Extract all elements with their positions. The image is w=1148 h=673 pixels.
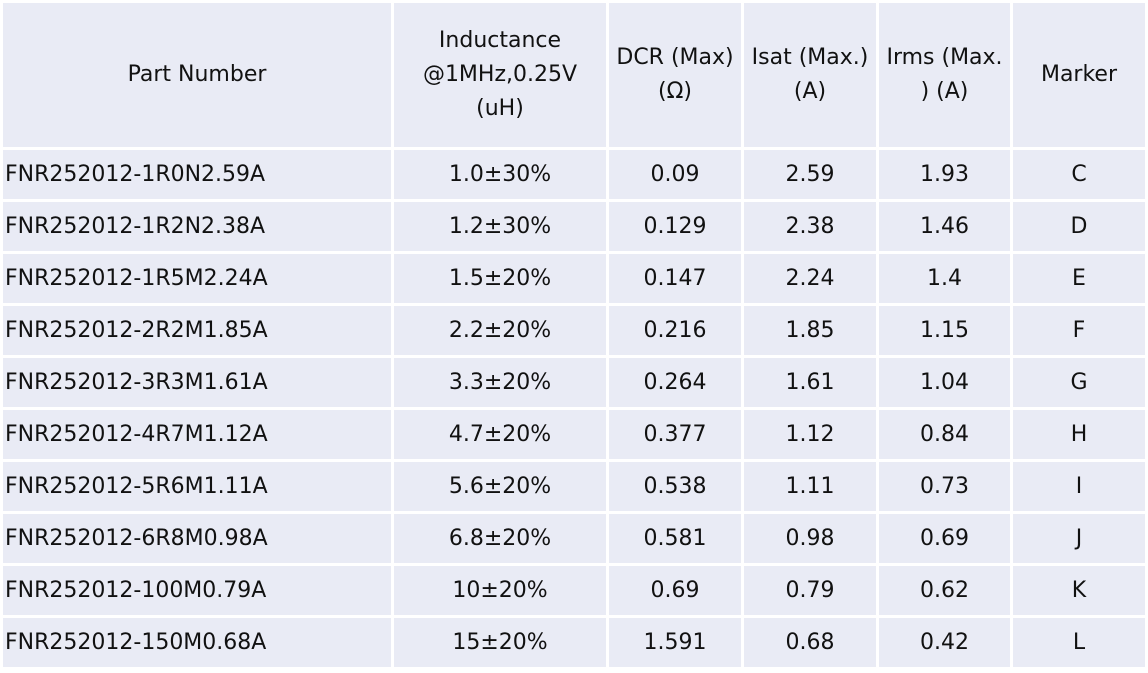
- table-row: FNR252012-3R3M1.61A 3.3±20% 0.264 1.61 1.04 G: [3, 358, 1145, 407]
- table-row: FNR252012-5R6M1.11A 5.6±20% 0.538 1.11 0.73 I: [3, 462, 1145, 511]
- table-row: FNR252012-1R0N2.59A 1.0±30% 0.09 2.59 1.93 C: [3, 150, 1145, 199]
- cell-marker: J: [1013, 514, 1145, 563]
- cell-isat: 1.12: [744, 410, 876, 459]
- cell-part-number: FNR252012-1R2N2.38A: [3, 202, 391, 251]
- cell-marker: E: [1013, 254, 1145, 303]
- cell-part-number: FNR252012-150M0.68A: [3, 618, 391, 667]
- cell-irms: 1.4: [879, 254, 1010, 303]
- cell-irms: 0.42: [879, 618, 1010, 667]
- cell-irms: 1.15: [879, 306, 1010, 355]
- cell-marker: I: [1013, 462, 1145, 511]
- header-isat: Isat (Max.) (A): [744, 3, 876, 147]
- cell-inductance: 4.7±20%: [394, 410, 606, 459]
- cell-inductance: 1.0±30%: [394, 150, 606, 199]
- cell-isat: 1.11: [744, 462, 876, 511]
- cell-irms: 1.46: [879, 202, 1010, 251]
- cell-irms: 0.62: [879, 566, 1010, 615]
- cell-dcr: 0.216: [609, 306, 741, 355]
- table-row: FNR252012-1R5M2.24A 1.5±20% 0.147 2.24 1.4 E: [3, 254, 1145, 303]
- cell-dcr: 0.377: [609, 410, 741, 459]
- cell-marker: F: [1013, 306, 1145, 355]
- table-row: FNR252012-2R2M1.85A 2.2±20% 0.216 1.85 1.15 F: [3, 306, 1145, 355]
- table-header: Part Number Inductance @1MHz,0.25V (uH) DC…: [3, 3, 1145, 147]
- cell-marker: K: [1013, 566, 1145, 615]
- header-part-number: Part Number: [3, 3, 391, 147]
- header-irms: Irms (Max.) (A): [879, 3, 1010, 147]
- cell-isat: 2.38: [744, 202, 876, 251]
- cell-isat: 2.59: [744, 150, 876, 199]
- cell-isat: 0.79: [744, 566, 876, 615]
- cell-inductance: 3.3±20%: [394, 358, 606, 407]
- cell-isat: 1.85: [744, 306, 876, 355]
- cell-part-number: FNR252012-1R5M2.24A: [3, 254, 391, 303]
- cell-inductance: 5.6±20%: [394, 462, 606, 511]
- cell-isat: 0.98: [744, 514, 876, 563]
- table-row: FNR252012-1R2N2.38A 1.2±30% 0.129 2.38 1.46 D: [3, 202, 1145, 251]
- cell-dcr: 0.264: [609, 358, 741, 407]
- cell-dcr: 0.69: [609, 566, 741, 615]
- cell-part-number: FNR252012-5R6M1.11A: [3, 462, 391, 511]
- cell-isat: 0.68: [744, 618, 876, 667]
- cell-dcr: 0.129: [609, 202, 741, 251]
- table-row: FNR252012-100M0.79A 10±20% 0.69 0.79 0.62 K: [3, 566, 1145, 615]
- cell-inductance: 2.2±20%: [394, 306, 606, 355]
- cell-part-number: FNR252012-4R7M1.12A: [3, 410, 391, 459]
- cell-marker: H: [1013, 410, 1145, 459]
- cell-irms: 1.93: [879, 150, 1010, 199]
- cell-inductance: 1.2±30%: [394, 202, 606, 251]
- cell-irms: 0.73: [879, 462, 1010, 511]
- table-body: FNR252012-1R0N2.59A 1.0±30% 0.09 2.59 1.93 C F…: [3, 150, 1145, 667]
- cell-irms: 0.69: [879, 514, 1010, 563]
- header-dcr: DCR (Max) (Ω): [609, 3, 741, 147]
- header-marker: Marker: [1013, 3, 1145, 147]
- table-row: FNR252012-150M0.68A 15±20% 1.591 0.68 0.42 L: [3, 618, 1145, 667]
- cell-part-number: FNR252012-2R2M1.85A: [3, 306, 391, 355]
- cell-part-number: FNR252012-6R8M0.98A: [3, 514, 391, 563]
- cell-dcr: 0.147: [609, 254, 741, 303]
- cell-inductance: 1.5±20%: [394, 254, 606, 303]
- cell-inductance: 10±20%: [394, 566, 606, 615]
- cell-part-number: FNR252012-1R0N2.59A: [3, 150, 391, 199]
- cell-dcr: 0.581: [609, 514, 741, 563]
- cell-marker: G: [1013, 358, 1145, 407]
- cell-part-number: FNR252012-3R3M1.61A: [3, 358, 391, 407]
- cell-part-number: FNR252012-100M0.79A: [3, 566, 391, 615]
- cell-marker: L: [1013, 618, 1145, 667]
- cell-irms: 1.04: [879, 358, 1010, 407]
- cell-isat: 2.24: [744, 254, 876, 303]
- header-row: Part Number Inductance @1MHz,0.25V (uH) DC…: [3, 3, 1145, 147]
- cell-inductance: 6.8±20%: [394, 514, 606, 563]
- table-row: FNR252012-4R7M1.12A 4.7±20% 0.377 1.12 0.84 H: [3, 410, 1145, 459]
- cell-irms: 0.84: [879, 410, 1010, 459]
- cell-marker: D: [1013, 202, 1145, 251]
- cell-dcr: 0.538: [609, 462, 741, 511]
- table-row: FNR252012-6R8M0.98A 6.8±20% 0.581 0.98 0.69 J: [3, 514, 1145, 563]
- cell-dcr: 1.591: [609, 618, 741, 667]
- cell-isat: 1.61: [744, 358, 876, 407]
- header-inductance: Inductance @1MHz,0.25V (uH): [394, 3, 606, 147]
- cell-marker: C: [1013, 150, 1145, 199]
- cell-dcr: 0.09: [609, 150, 741, 199]
- cell-inductance: 15±20%: [394, 618, 606, 667]
